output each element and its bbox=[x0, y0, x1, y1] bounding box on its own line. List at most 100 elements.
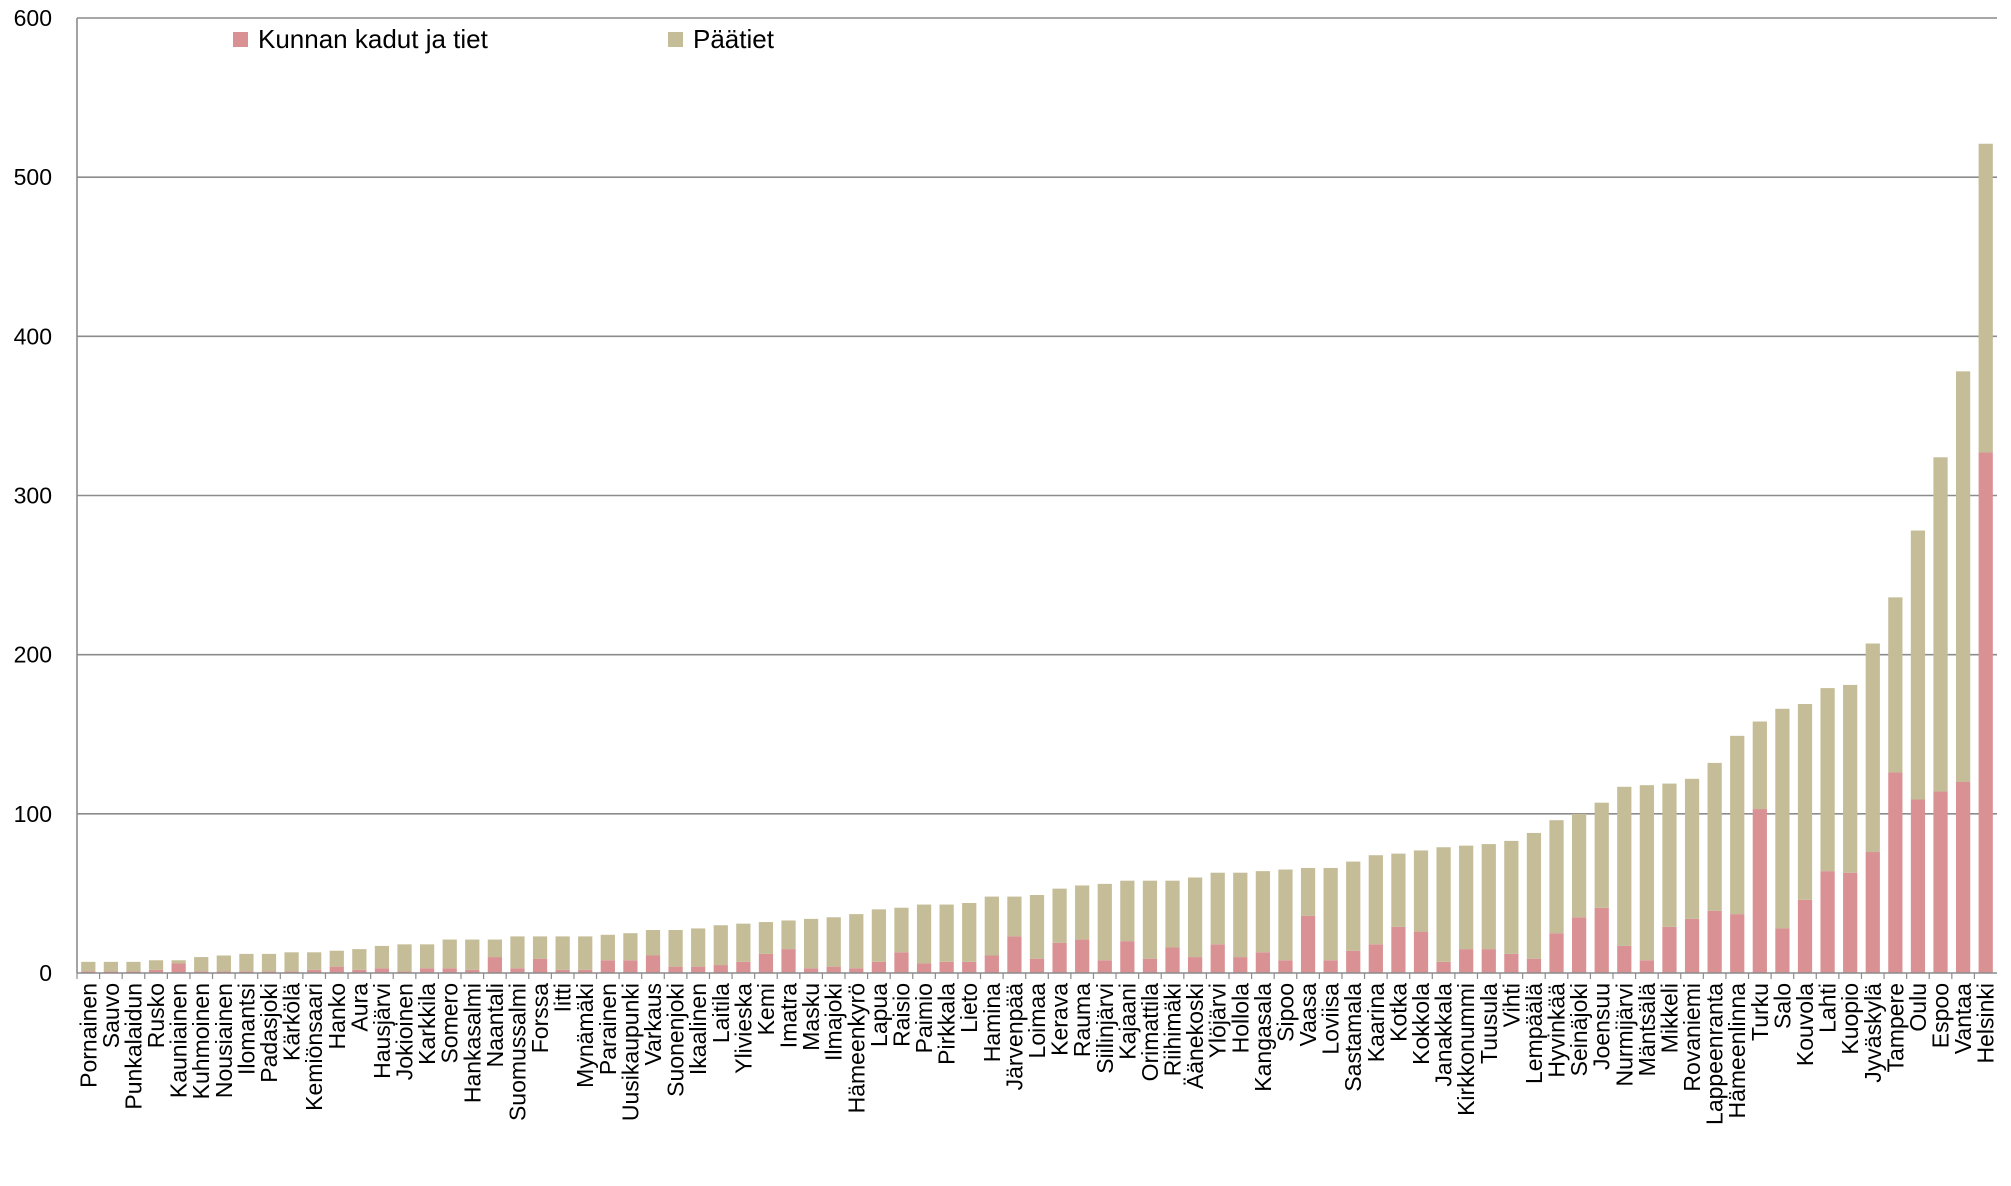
x-tick-label: Hamina bbox=[979, 983, 1005, 1062]
y-tick-label: 300 bbox=[14, 483, 52, 509]
gridlines bbox=[77, 17, 1997, 815]
x-tick-label: Forssa bbox=[527, 983, 553, 1054]
bar-paatiet-21 bbox=[555, 936, 570, 970]
bar-paatiet-66 bbox=[1572, 813, 1587, 918]
bar-paatiet-68 bbox=[1617, 786, 1632, 946]
bar-kunnan-kadut-15 bbox=[420, 968, 435, 973]
bar-kunnan-kadut-45 bbox=[1097, 960, 1112, 973]
bar-paatiet-77 bbox=[1820, 688, 1835, 872]
bar-kunnan-kadut-28 bbox=[713, 965, 728, 973]
bar-kunnan-kadut-62 bbox=[1481, 949, 1496, 973]
bar-paatiet-40 bbox=[984, 896, 999, 956]
x-tick-label: Kuhmoinen bbox=[188, 983, 214, 1099]
bar-kunnan-kadut-16 bbox=[442, 968, 457, 973]
bar-paatiet-52 bbox=[1255, 871, 1270, 953]
bar-kunnan-kadut-59 bbox=[1413, 931, 1429, 973]
bar-kunnan-kadut-43 bbox=[1052, 942, 1067, 973]
x-tick-label: Vihti bbox=[1498, 983, 1524, 1027]
x-tick-label: Ikaalinen bbox=[685, 983, 711, 1075]
legend-swatch-0 bbox=[233, 32, 248, 47]
x-tick-label: Lappeenranta bbox=[1702, 983, 1728, 1125]
x-tick-label: Pirkkala bbox=[934, 983, 960, 1065]
bar-kunnan-kadut-49 bbox=[1188, 957, 1203, 973]
x-tick-label: Laitila bbox=[708, 983, 734, 1043]
x-tick-label: Padasjoki bbox=[256, 983, 282, 1083]
bar-paatiet-29 bbox=[736, 923, 751, 962]
bar-kunnan-kadut-36 bbox=[894, 952, 909, 973]
bar-kunnan-kadut-81 bbox=[1910, 799, 1926, 973]
bar-paatiet-14 bbox=[397, 944, 412, 972]
bar-kunnan-kadut-22 bbox=[578, 969, 593, 973]
bar-kunnan-kadut-47 bbox=[1142, 958, 1158, 973]
bar-kunnan-kadut-10 bbox=[307, 969, 322, 973]
x-tick-label: Kärkölä bbox=[279, 983, 305, 1061]
x-tick-label: Hollola bbox=[1227, 983, 1253, 1054]
x-tick-label: Espoo bbox=[1928, 983, 1954, 1048]
x-tick-label: Sastamala bbox=[1340, 983, 1366, 1092]
x-tick-label: Oulu bbox=[1905, 983, 1931, 1032]
x-tick-label: Seinäjoki bbox=[1566, 983, 1592, 1076]
x-tick-label: Kemi bbox=[753, 983, 779, 1035]
y-tick-label: 200 bbox=[14, 642, 52, 668]
bar-paatiet-31 bbox=[781, 920, 796, 950]
bar-paatiet-51 bbox=[1233, 872, 1248, 958]
x-tick-label: Kuopio bbox=[1837, 983, 1863, 1055]
x-tick-label: Lahti bbox=[1815, 983, 1841, 1033]
bar-kunnan-kadut-74 bbox=[1752, 809, 1767, 973]
x-tick-label: Kotka bbox=[1385, 983, 1411, 1042]
x-tick-label: Hanko bbox=[324, 983, 350, 1049]
x-tick-label: Tampere bbox=[1882, 983, 1908, 1072]
bar-paatiet-41 bbox=[1007, 896, 1022, 937]
x-tick-label: Varkaus bbox=[640, 983, 666, 1066]
bar-paatiet-80 bbox=[1888, 597, 1903, 773]
x-tick-label: Kemiönsaari bbox=[301, 983, 327, 1111]
legend-label-0: Kunnan kadut ja tiet bbox=[258, 24, 489, 54]
bar-paatiet-64 bbox=[1526, 832, 1542, 959]
bar-paatiet-9 bbox=[284, 952, 299, 972]
bar-paatiet-69 bbox=[1639, 785, 1654, 961]
bar-paatiet-55 bbox=[1323, 867, 1338, 961]
bar-kunnan-kadut-83 bbox=[1956, 782, 1971, 973]
x-tick-label: Kerava bbox=[1047, 983, 1073, 1056]
bar-paatiet-46 bbox=[1120, 880, 1135, 942]
x-tick-label: Suonenjoki bbox=[663, 983, 689, 1097]
x-tick-label: Kauniainen bbox=[166, 983, 192, 1098]
bar-paatiet-61 bbox=[1459, 845, 1474, 950]
bar-paatiet-79 bbox=[1865, 643, 1880, 853]
bar-paatiet-75 bbox=[1775, 708, 1790, 929]
bar-paatiet-42 bbox=[1029, 895, 1045, 959]
bar-paatiet-62 bbox=[1481, 844, 1496, 950]
y-axis-tick-labels: 0 100 200 300 400 500 600 bbox=[14, 5, 52, 986]
bar-paatiet-78 bbox=[1843, 684, 1858, 873]
x-tick-label: Vantaa bbox=[1950, 983, 1976, 1054]
x-tick-label: Järvenpää bbox=[1001, 983, 1027, 1091]
x-tick-label: Joensuu bbox=[1589, 983, 1615, 1070]
bar-paatiet-26 bbox=[668, 930, 683, 967]
bar-paatiet-59 bbox=[1413, 850, 1429, 932]
bar-paatiet-82 bbox=[1933, 457, 1948, 792]
x-tick-label: Nurmijärvi bbox=[1611, 983, 1637, 1087]
x-tick-label: Siilinjärvi bbox=[1092, 983, 1118, 1074]
x-tick-label: Äänekoski bbox=[1182, 983, 1208, 1089]
bar-kunnan-kadut-60 bbox=[1436, 961, 1451, 973]
bar-paatiet-49 bbox=[1188, 877, 1203, 958]
bar-kunnan-kadut-39 bbox=[962, 961, 977, 973]
bar-paatiet-65 bbox=[1549, 820, 1564, 934]
x-tick-label: Kaarina bbox=[1363, 983, 1389, 1062]
y-tick-label: 500 bbox=[14, 164, 52, 190]
x-tick-label: Nousiainen bbox=[211, 983, 237, 1098]
x-tick-label: Hausjärvi bbox=[369, 983, 395, 1079]
bar-paatiet-76 bbox=[1797, 704, 1813, 900]
bar-kunnan-kadut-51 bbox=[1233, 957, 1248, 973]
bar-paatiet-37 bbox=[916, 904, 932, 964]
x-tick-label: Kokkola bbox=[1408, 983, 1434, 1065]
bar-kunnan-kadut-61 bbox=[1459, 949, 1474, 973]
bar-paatiet-20 bbox=[532, 936, 548, 959]
bar-paatiet-17 bbox=[465, 939, 480, 970]
bar-paatiet-39 bbox=[962, 902, 977, 962]
bar-paatiet-50 bbox=[1210, 872, 1225, 945]
bar-kunnan-kadut-72 bbox=[1707, 910, 1722, 973]
x-tick-label: Aura bbox=[346, 983, 372, 1032]
bar-kunnan-kadut-68 bbox=[1617, 945, 1632, 973]
bar-kunnan-kadut-82 bbox=[1933, 791, 1948, 973]
